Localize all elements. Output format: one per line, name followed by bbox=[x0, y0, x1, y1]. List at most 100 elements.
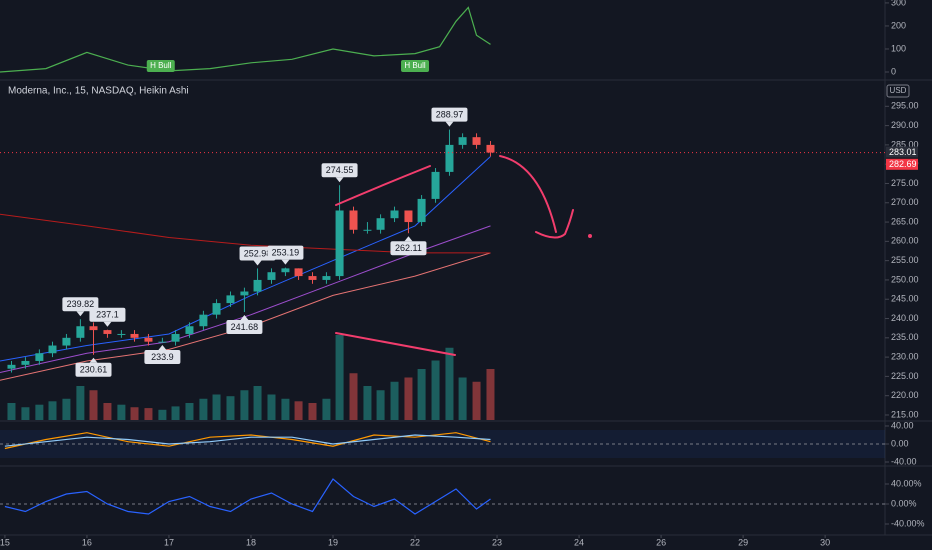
x-tick-label: 30 bbox=[820, 537, 830, 547]
price-pointer bbox=[404, 236, 413, 242]
candle-body bbox=[431, 171, 440, 199]
volume-bar bbox=[363, 386, 372, 420]
price-tag: 230.61 bbox=[80, 365, 108, 375]
y-tick-label: 225.00 bbox=[891, 371, 919, 381]
x-tick-label: 16 bbox=[82, 537, 92, 547]
candle-body bbox=[281, 268, 290, 273]
price-tag: 252.98 bbox=[244, 248, 272, 258]
volume-bar bbox=[7, 403, 16, 420]
price-tag-box bbox=[62, 297, 99, 312]
volume-bar bbox=[458, 377, 467, 420]
volume-bar bbox=[171, 406, 180, 420]
candle-body bbox=[226, 295, 235, 304]
y-tick-label: 295.00 bbox=[891, 101, 919, 111]
price-axis-label: 283.01 bbox=[889, 147, 917, 157]
candle-body bbox=[158, 341, 167, 343]
y-tick-label: 265.00 bbox=[891, 216, 919, 226]
candle-body bbox=[363, 229, 372, 231]
candle-body bbox=[212, 303, 221, 315]
y-tick-label: 245.00 bbox=[891, 294, 919, 304]
candle-body bbox=[185, 326, 194, 334]
volume-bar bbox=[431, 360, 440, 420]
volume-bar bbox=[48, 401, 57, 420]
y-tick-label: -40.00 bbox=[891, 456, 917, 466]
volume-bar bbox=[253, 386, 262, 420]
candle-body bbox=[335, 210, 344, 277]
y-tick-label: 275.00 bbox=[891, 178, 919, 188]
price-tag: 237.1 bbox=[96, 310, 119, 320]
price-pointer bbox=[158, 345, 167, 351]
drawings bbox=[335, 155, 592, 356]
volume-bar bbox=[212, 394, 221, 420]
candle-body bbox=[486, 144, 495, 153]
y-tick-label: 230.00 bbox=[891, 351, 919, 361]
x-tick-label: 17 bbox=[164, 537, 174, 547]
volume-bar bbox=[226, 396, 235, 420]
price-tag-box bbox=[75, 362, 112, 377]
volume-bar bbox=[417, 369, 426, 420]
volume-bar bbox=[240, 390, 249, 420]
y-tick-label: 290.00 bbox=[891, 120, 919, 130]
candle-body bbox=[130, 333, 139, 338]
volume-bar bbox=[472, 381, 481, 420]
volume-bar bbox=[89, 390, 98, 420]
signal-label-box bbox=[146, 60, 175, 73]
volume-bar bbox=[76, 386, 85, 420]
volume-bar bbox=[103, 403, 112, 420]
y-tick-label: 200 bbox=[891, 20, 906, 30]
chart-title: Moderna, Inc., 15, NASDAQ, Heikin Ashi bbox=[8, 86, 189, 97]
price-pointer bbox=[281, 259, 290, 265]
y-tick-label: 240.00 bbox=[891, 313, 919, 323]
price-tag-box bbox=[321, 163, 358, 178]
drawn-line bbox=[335, 332, 456, 356]
price-tag-box bbox=[226, 320, 263, 335]
candle-body bbox=[445, 144, 454, 172]
line-series bbox=[4, 432, 491, 450]
price-axis-label-box bbox=[886, 146, 918, 158]
price-tag: 253.19 bbox=[272, 248, 300, 258]
candle-body bbox=[89, 326, 98, 331]
x-tick-label: 22 bbox=[410, 537, 420, 547]
volume-bar bbox=[445, 347, 454, 420]
price-tag-box bbox=[267, 245, 304, 260]
y-tick-label: -40.00% bbox=[891, 518, 925, 528]
price-pointer bbox=[240, 315, 249, 321]
volume-bar bbox=[267, 394, 276, 420]
y-tick-label: 235.00 bbox=[891, 332, 919, 342]
x-tick-label: 19 bbox=[328, 537, 338, 547]
price-tag: 262.11 bbox=[395, 243, 422, 253]
y-tick-label: 0 bbox=[891, 66, 896, 76]
x-tick-label: 15 bbox=[0, 537, 10, 547]
price-pointer bbox=[445, 121, 454, 127]
candle-body bbox=[103, 330, 112, 334]
currency: USD bbox=[890, 86, 907, 95]
line-series bbox=[4, 434, 491, 447]
volume-bar bbox=[486, 369, 495, 420]
currency-box bbox=[886, 84, 910, 98]
price-tag-box bbox=[390, 241, 427, 256]
signal-label-box bbox=[401, 60, 430, 73]
volume-bar bbox=[21, 407, 30, 420]
volume-bar bbox=[281, 398, 290, 420]
candle-body bbox=[390, 210, 399, 219]
volume-bar bbox=[130, 407, 139, 420]
line-series bbox=[4, 478, 491, 515]
drawn-curve bbox=[335, 165, 431, 206]
signal-label: H Bull bbox=[150, 61, 172, 70]
price-tag-box bbox=[431, 107, 468, 122]
candle-body bbox=[117, 333, 126, 335]
candle-body bbox=[76, 326, 85, 338]
y-tick-label: 215.00 bbox=[891, 409, 919, 419]
candle-body bbox=[294, 268, 303, 277]
x-tick-label: 18 bbox=[246, 537, 256, 547]
candle-body bbox=[472, 137, 481, 145]
price-tag: 241.68 bbox=[231, 322, 259, 332]
candle-body bbox=[267, 272, 276, 280]
volume-bar bbox=[322, 398, 331, 420]
candle-body bbox=[62, 337, 71, 346]
volume-bar bbox=[199, 398, 208, 420]
price-tag: 239.82 bbox=[67, 299, 95, 309]
price-pointer bbox=[103, 321, 112, 327]
